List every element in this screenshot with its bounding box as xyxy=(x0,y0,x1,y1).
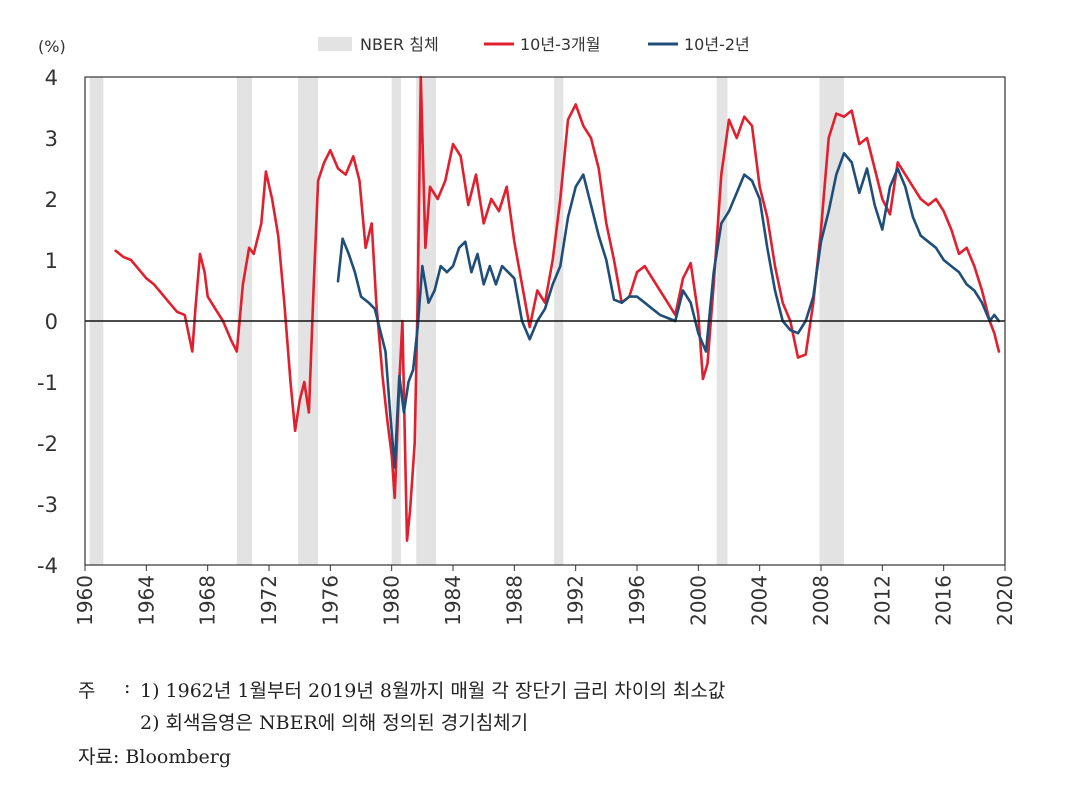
x-tick-label: 1960 xyxy=(73,575,97,626)
y-tick-label: 4 xyxy=(45,66,58,90)
x-axis-ticks: 1960 1964 1968 1972 1976 1980 1984 1988 1992 1996… xyxy=(73,565,1017,626)
legend: NBER 침체 10년-3개월 10년-2년 xyxy=(318,35,750,54)
y-tick-label: 2 xyxy=(45,188,58,212)
y-tick-label: -2 xyxy=(37,432,58,456)
note-label: 주 xyxy=(78,680,96,702)
x-tick-label: 1992 xyxy=(564,575,588,626)
x-tick-label: 2020 xyxy=(993,575,1017,626)
source-note: 자료: Bloomberg xyxy=(78,746,231,768)
legend-label-10y2y: 10년-2년 xyxy=(684,35,750,54)
legend-label-nber: NBER 침체 xyxy=(360,35,439,54)
x-tick-label: 2016 xyxy=(932,575,956,626)
x-tick-label: 1988 xyxy=(502,575,526,626)
y-tick-label: 0 xyxy=(45,310,58,334)
x-tick-label: 1968 xyxy=(196,575,220,626)
x-tick-label: 2012 xyxy=(870,575,894,626)
legend-swatch-nber xyxy=(318,37,352,51)
x-tick-label: 1964 xyxy=(134,575,158,626)
x-tick-label: 1996 xyxy=(625,575,649,626)
x-tick-label: 1984 xyxy=(441,575,465,626)
note-line-1: 1) 1962년 1월부터 2019년 8월까지 매월 각 장단기 금리 차이의… xyxy=(140,680,726,702)
y-tick-label: 1 xyxy=(45,249,58,273)
x-tick-label: 2008 xyxy=(809,575,833,626)
x-tick-label: 2004 xyxy=(748,575,772,626)
yield-spread-chart: (%) NBER 침체 10년-3개월 10년-2년 4 3 2 1 0 -1 -2 -3 -4… xyxy=(37,35,1017,626)
series-line-10y3m xyxy=(114,75,1001,542)
x-tick-label: 2000 xyxy=(686,575,710,626)
x-tick-label: 1980 xyxy=(380,575,404,626)
x-tick-label: 1972 xyxy=(257,575,281,626)
note-line-2: 2) 회색음영은 NBER에 의해 정의된 경기침체기 xyxy=(140,712,529,734)
series-lines xyxy=(114,75,1001,542)
legend-label-10y3m: 10년-3개월 xyxy=(520,35,600,54)
x-tick-label: 1976 xyxy=(318,575,342,626)
y-tick-label: -1 xyxy=(37,371,58,395)
y-unit-label: (%) xyxy=(38,37,66,56)
y-axis-ticks: 4 3 2 1 0 -1 -2 -3 -4 xyxy=(37,66,58,578)
note-colon: : xyxy=(124,676,131,698)
y-tick-label: -3 xyxy=(37,493,58,517)
plot-frame xyxy=(84,76,1006,566)
series-line-10y2y xyxy=(336,152,1001,469)
y-tick-label: -4 xyxy=(37,554,58,578)
y-tick-label: 3 xyxy=(45,127,58,151)
